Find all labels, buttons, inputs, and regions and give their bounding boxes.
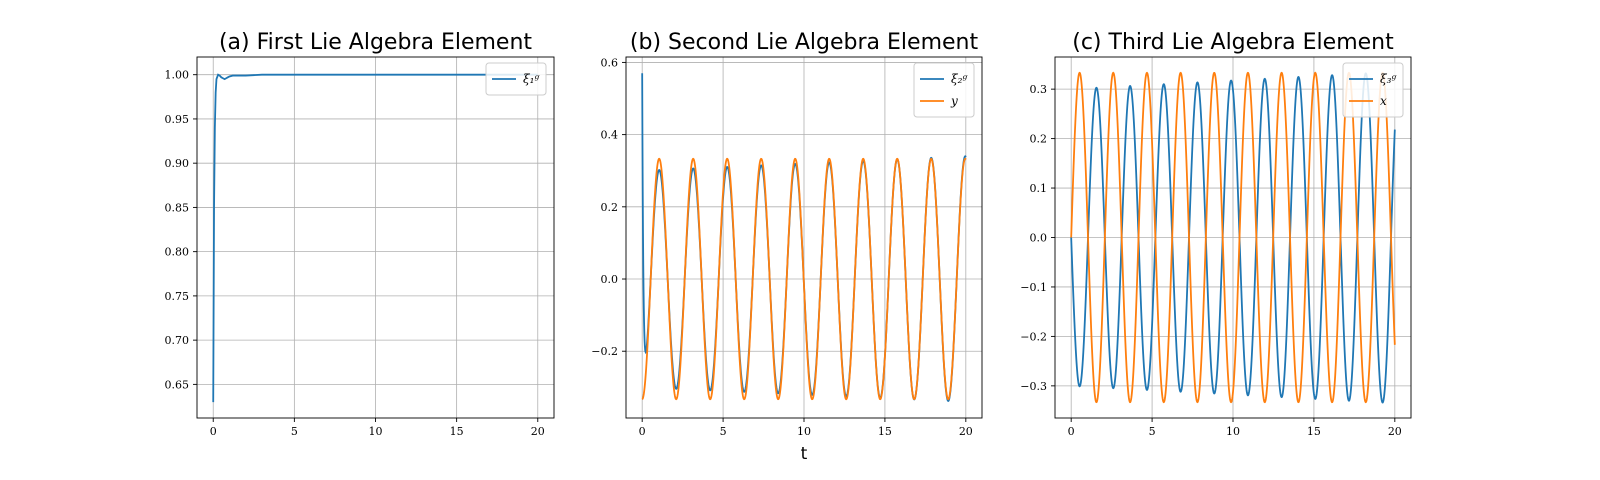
y-tick-label: −0.1 <box>1020 281 1047 294</box>
x-axis-label: t <box>801 444 808 464</box>
x-tick-label: 0 <box>1068 425 1075 438</box>
y-tick-label: 0.6 <box>601 56 619 69</box>
x-tick-label: 10 <box>1226 425 1240 438</box>
x-tick-label: 20 <box>959 425 973 438</box>
y-tick-label: 0.0 <box>1030 232 1048 245</box>
x-tick-label: 20 <box>1388 425 1402 438</box>
y-tick-label: 0.2 <box>1030 133 1048 146</box>
x-tick-label: 15 <box>450 425 464 438</box>
y-tick-label: 0.70 <box>165 334 190 347</box>
series-line-2 <box>641 157 967 401</box>
panel-c: 0 5 10 15 20 −0.3 −0.2 −0.1 0.0 0.1 0.2 0.3 (c) Thir… <box>1020 30 1412 438</box>
y-tick-label: −0.2 <box>591 345 618 358</box>
y-tick-label: 0.1 <box>1030 182 1048 195</box>
chart-title: (b) Second Lie Algebra Element <box>630 30 979 55</box>
legend-label: ξ₃ᵍ <box>1380 72 1397 86</box>
x-tick-label: 0 <box>639 425 646 438</box>
y-tick-label: 0.4 <box>601 129 619 142</box>
y-tick-label: 0.3 <box>1030 83 1048 96</box>
legend-label: y <box>950 94 958 108</box>
y-tick-label: 0.65 <box>165 378 190 391</box>
y-tick-label: −0.3 <box>1020 380 1047 393</box>
x-tick-label: 5 <box>1149 425 1156 438</box>
x-tick-label: 0 <box>210 425 217 438</box>
x-tick-label: 15 <box>878 425 892 438</box>
panel-b: 0 5 10 15 20 −0.2 0.0 0.2 0.4 0.6 (b) Second Lie A… <box>591 30 983 464</box>
y-tick-label: 0.0 <box>601 273 619 286</box>
x-tick-label: 15 <box>1307 425 1321 438</box>
y-tick-label: 1.00 <box>165 69 190 82</box>
x-tick-label: 5 <box>291 425 298 438</box>
y-tick-label: 0.90 <box>165 157 190 170</box>
x-tick-label: 10 <box>797 425 811 438</box>
legend-label: ξ₂ᵍ <box>951 72 968 86</box>
y-tick-label: 0.80 <box>165 246 190 259</box>
y-tick-label: 0.75 <box>165 290 190 303</box>
chart-title: (a) First Lie Algebra Element <box>219 30 532 55</box>
panel-a: 0 5 10 15 20 0.65 0.70 0.75 0.80 0.85 0.90 0.95 1.00… <box>165 30 555 438</box>
y-tick-label: 0.85 <box>165 201 190 214</box>
legend-box <box>1342 62 1404 118</box>
y-tick-label: 0.95 <box>165 113 190 126</box>
legend-box <box>913 62 975 118</box>
chart-title: (c) Third Lie Algebra Element <box>1072 30 1394 55</box>
series-line-2 <box>1070 71 1396 404</box>
legend-label: ξ₁ᵍ <box>523 72 540 86</box>
series-line-1 <box>212 73 538 403</box>
y-tick-label: 0.2 <box>601 201 619 214</box>
legend-label: x <box>1380 94 1387 108</box>
x-tick-label: 20 <box>531 425 545 438</box>
x-tick-label: 10 <box>369 425 383 438</box>
y-tick-label: −0.2 <box>1020 330 1047 343</box>
x-tick-label: 5 <box>720 425 727 438</box>
